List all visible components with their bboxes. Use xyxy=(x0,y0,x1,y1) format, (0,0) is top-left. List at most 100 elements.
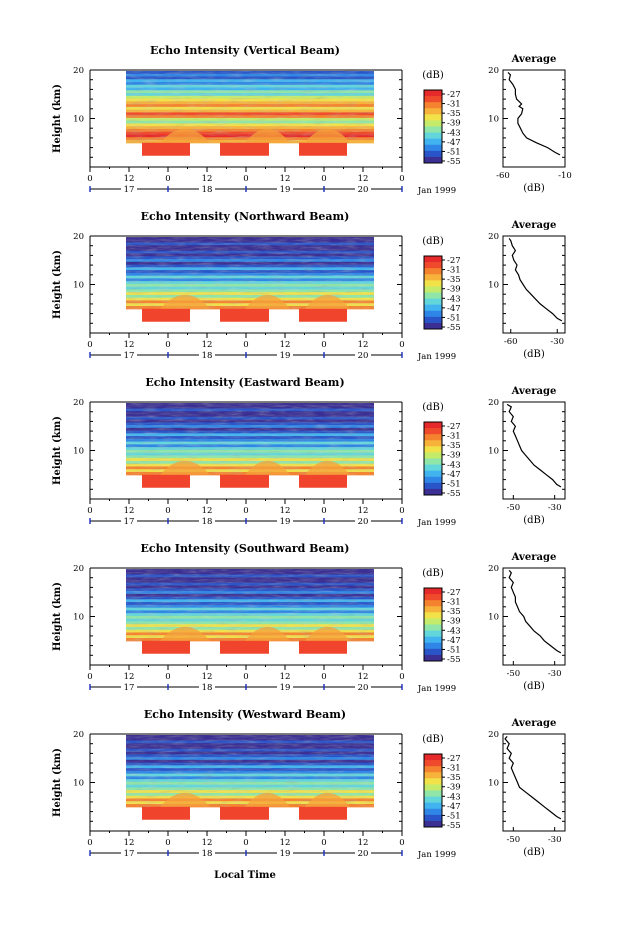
day-label: 19 xyxy=(280,517,291,527)
x-tick-label: 0 xyxy=(165,672,170,682)
colorbar-swatch xyxy=(424,594,442,601)
colorbar-frame xyxy=(423,421,443,496)
day-label: 18 xyxy=(202,185,213,195)
day-label-bg xyxy=(277,847,293,859)
day-label-bg xyxy=(121,183,137,195)
colorbar-swatch xyxy=(424,766,442,773)
day-label: 19 xyxy=(280,185,291,195)
colorbar-swatch xyxy=(424,298,442,306)
x-tick-label: 12 xyxy=(124,506,135,516)
x-tick-label: 0 xyxy=(399,174,404,184)
colorbar-swatch xyxy=(424,778,442,785)
gap xyxy=(142,155,190,167)
low-echo-block xyxy=(299,640,347,654)
low-echo-block xyxy=(220,474,269,488)
gap xyxy=(299,819,347,831)
day-label: 18 xyxy=(202,683,213,693)
avg-y-tick-label: 20 xyxy=(488,564,499,574)
x-tick-label: 0 xyxy=(165,838,170,848)
day-label-bg xyxy=(121,349,137,361)
panel-title: Echo Intensity (Westward Beam) xyxy=(144,708,346,721)
colorbar-tick-label: -39 xyxy=(447,285,461,295)
colorbar-swatch xyxy=(424,488,442,496)
day-label: 20 xyxy=(358,683,369,693)
gap xyxy=(142,653,190,665)
colorbar-swatch xyxy=(424,440,442,447)
colorbar-swatch xyxy=(424,618,442,625)
plume xyxy=(305,460,350,475)
colorbar-tick-label: -27 xyxy=(447,588,461,598)
colorbar-tick-label: -35 xyxy=(447,109,461,119)
colorbar-tick-label: -51 xyxy=(447,479,461,489)
x-tick-label: 0 xyxy=(243,506,248,516)
colorbar-swatch xyxy=(424,624,442,632)
avg-profile-line xyxy=(506,403,562,488)
avg-y-tick-label: 10 xyxy=(488,447,499,457)
x-tick-label: 0 xyxy=(243,340,248,350)
colorbar-tick-label: -55 xyxy=(447,489,461,499)
colorbar-tick-label: -43 xyxy=(447,294,461,304)
heatmap xyxy=(126,402,374,499)
x-tick-label: 0 xyxy=(399,506,404,516)
avg-profile-line xyxy=(507,71,561,156)
x-tick-label: 0 xyxy=(243,672,248,682)
y-tick-label: 10 xyxy=(73,779,84,789)
day-label: 18 xyxy=(202,517,213,527)
avg-frame xyxy=(502,235,566,334)
colorbar-swatch xyxy=(424,108,442,115)
colorbar-tick-label: -51 xyxy=(447,147,461,157)
plume xyxy=(160,294,210,309)
colorbar-swatch xyxy=(424,482,442,490)
plume xyxy=(160,792,210,807)
avg-title: Average xyxy=(511,718,557,729)
x-tick-label: 0 xyxy=(87,838,92,848)
plume xyxy=(245,626,290,641)
avg-x-label: (dB) xyxy=(523,515,545,526)
avg-x-tick-label: -60 xyxy=(496,171,510,181)
colorbar-swatch xyxy=(424,310,442,318)
colorbar-swatch xyxy=(424,606,442,613)
colorbar-tick-label: -55 xyxy=(447,655,461,665)
x-tick-label: 12 xyxy=(280,340,291,350)
colorbar-swatch xyxy=(424,268,442,275)
y-tick-label: 10 xyxy=(73,115,84,125)
colorbar-swatch xyxy=(424,286,442,293)
y-tick-label: 20 xyxy=(73,398,84,408)
x-tick-label: 12 xyxy=(202,174,213,184)
day-label-bg xyxy=(277,349,293,361)
gap xyxy=(220,653,269,665)
avg-x-tick-label: -50 xyxy=(506,503,520,513)
low-echo-block xyxy=(299,142,347,156)
day-label: 19 xyxy=(280,351,291,361)
panel-title: Echo Intensity (Southward Beam) xyxy=(141,542,350,555)
x-tick-label: 0 xyxy=(321,340,326,350)
colorbar-swatch xyxy=(424,138,442,146)
colorbar-tick-label: -27 xyxy=(447,422,461,432)
colorbar-swatch xyxy=(424,802,442,810)
day-label-bg xyxy=(355,847,371,859)
day-label-bg xyxy=(277,183,293,195)
plume xyxy=(160,128,210,143)
avg-y-tick-label: 10 xyxy=(488,779,499,789)
colorbar-frame xyxy=(423,753,443,828)
colorbar-tick-label: -47 xyxy=(447,636,461,646)
day-label: 18 xyxy=(202,351,213,361)
day-label: 19 xyxy=(280,849,291,859)
colorbar-tick-label: -39 xyxy=(447,617,461,627)
avg-y-tick-label: 20 xyxy=(488,398,499,408)
colorbar-tick-label: -31 xyxy=(447,764,461,774)
colorbar-unit: (dB) xyxy=(422,70,444,81)
date-axis-label: Jan 1999 xyxy=(417,850,456,860)
colorbar-unit: (dB) xyxy=(422,734,444,745)
gap xyxy=(299,155,347,167)
colorbar-swatch xyxy=(424,452,442,459)
colorbar-swatch xyxy=(424,126,442,134)
x-tick-label: 12 xyxy=(358,174,369,184)
y-axis-label: Height (km) xyxy=(52,748,63,817)
panel-2: Echo Intensity (Eastward Beam) 20 10 Height… xyxy=(52,376,566,528)
colorbar-frame xyxy=(423,255,443,330)
date-axis-label: Jan 1999 xyxy=(417,518,456,528)
avg-y-tick-label: 20 xyxy=(488,66,499,76)
date-axis-label: Jan 1999 xyxy=(417,186,456,196)
colorbar-tick-label: -43 xyxy=(447,626,461,636)
